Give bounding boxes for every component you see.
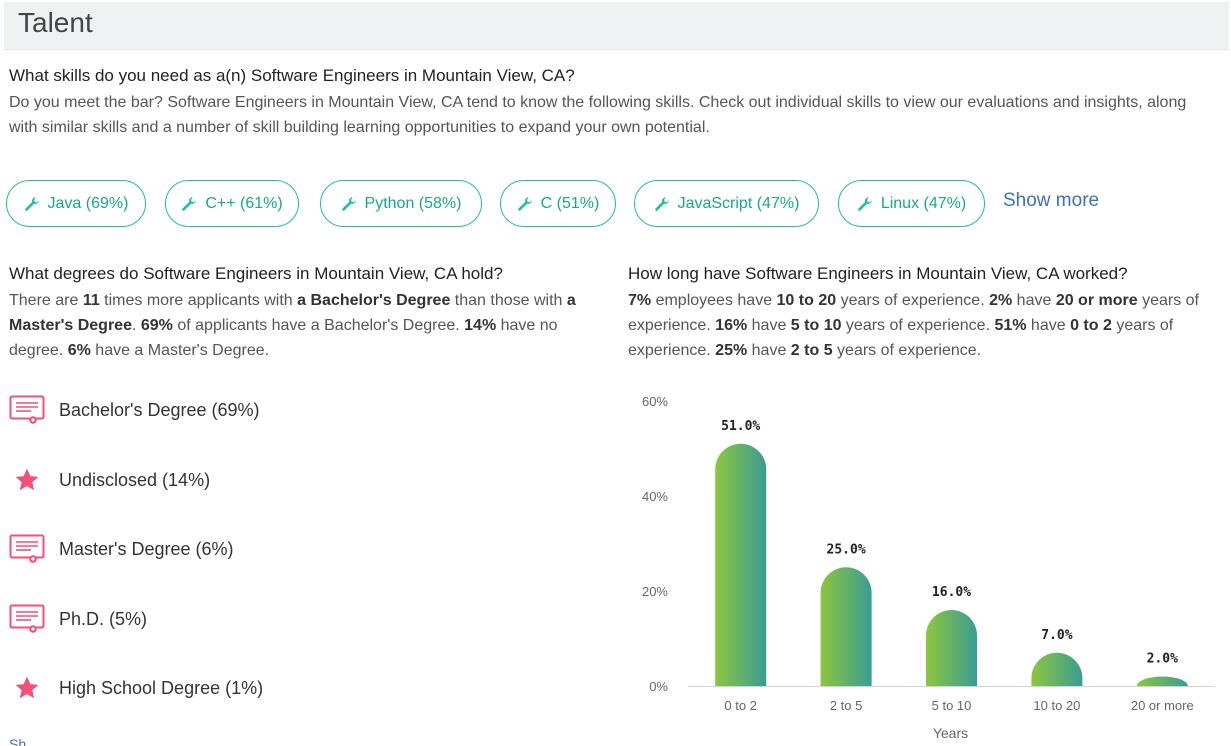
wrench-icon	[654, 196, 670, 212]
show-more-link[interactable]: Show more	[1003, 190, 1100, 211]
y-tick-label: 0%	[649, 679, 668, 694]
skill-pill[interactable]: Python (58%)	[320, 180, 482, 227]
degrees-question: What degrees do Software Engineers in Mo…	[9, 264, 503, 283]
wrench-icon	[857, 196, 873, 212]
x-axis-title: Years	[933, 725, 968, 741]
skill-pill-label: C (51%)	[540, 194, 600, 212]
y-tick-label: 60%	[642, 394, 668, 409]
degree-list-item: Ph.D. (5%)	[9, 603, 147, 635]
skill-pill-label: Linux (47%)	[880, 194, 967, 212]
diploma-icon	[9, 603, 45, 635]
degree-list-item: Master's Degree (6%)	[9, 533, 234, 565]
x-tick-label: 20 or more	[1131, 698, 1194, 713]
skill-pill[interactable]: C (51%)	[500, 180, 616, 227]
degree-list-item: High School Degree (1%)	[9, 672, 263, 704]
skills-description: Do you meet the bar? Software Engineers …	[9, 94, 1187, 136]
wrench-icon	[181, 196, 197, 212]
experience-chart: 0% 20% 40% 60% 51.0% 0 to 2 25.0% 2 to 5 16.0% 5 …	[628, 385, 1228, 746]
diploma-icon	[9, 533, 45, 565]
show-more-link-partial[interactable]: Sh	[9, 736, 27, 746]
experience-chart-svg: 0% 20% 40% 60% 51.0% 0 to 2 25.0% 2 to 5 16.0% 5 …	[642, 394, 1215, 741]
degree-label: Ph.D. (5%)	[59, 608, 148, 629]
diploma-icon	[9, 394, 45, 426]
bar-value-label: 25.0%	[827, 542, 866, 557]
y-tick-label: 20%	[642, 584, 668, 599]
bar	[715, 443, 767, 686]
skill-pill[interactable]: Java (69%)	[6, 180, 146, 227]
bar	[1136, 676, 1188, 686]
skill-pill-label: C++ (61%)	[205, 194, 283, 212]
wrench-icon	[341, 196, 357, 212]
skill-pill[interactable]: JavaScript (47%)	[634, 180, 819, 227]
skill-pill[interactable]: Linux (47%)	[838, 180, 985, 227]
bar-value-label: 7.0%	[1041, 628, 1072, 643]
bar-value-label: 2.0%	[1147, 652, 1178, 667]
x-tick-label: 5 to 10	[932, 698, 972, 713]
degree-label: Master's Degree (6%)	[59, 538, 234, 559]
skill-pill-label: Python (58%)	[364, 194, 462, 212]
header-bar: Talent	[4, 2, 1229, 50]
star-icon	[9, 464, 45, 496]
degree-list-item: Undisclosed (14%)	[9, 464, 210, 496]
wrench-icon	[517, 196, 533, 212]
skill-pill-label: Java (69%)	[47, 194, 129, 212]
degrees-description: There are 11 times more applicants with …	[9, 292, 576, 359]
bar	[926, 610, 977, 686]
wrench-icon	[24, 196, 40, 212]
degree-label: High School Degree (1%)	[59, 677, 264, 698]
experience-question: How long have Software Engineers in Moun…	[628, 264, 1128, 283]
experience-description: 7% employees have 10 to 20 years of expe…	[628, 292, 1199, 359]
skill-pill-label: JavaScript (47%)	[677, 194, 800, 212]
degree-list-item: Bachelor's Degree (69%)	[9, 394, 260, 426]
degree-label: Undisclosed (14%)	[59, 469, 211, 490]
skill-pill[interactable]: C++ (61%)	[165, 180, 299, 227]
degree-label: Bachelor's Degree (69%)	[59, 399, 260, 420]
bar	[1031, 652, 1083, 686]
star-icon	[9, 672, 45, 704]
bar-value-label: 51.0%	[721, 419, 760, 434]
x-tick-label: 10 to 20	[1033, 698, 1080, 713]
y-tick-label: 40%	[642, 489, 668, 504]
bar-value-label: 16.0%	[932, 585, 971, 600]
x-tick-label: 0 to 2	[724, 698, 757, 713]
skills-question: What skills do you need as a(n) Software…	[9, 66, 575, 85]
bar	[820, 567, 872, 686]
page-title: Talent	[18, 7, 93, 38]
x-tick-label: 2 to 5	[830, 698, 863, 713]
